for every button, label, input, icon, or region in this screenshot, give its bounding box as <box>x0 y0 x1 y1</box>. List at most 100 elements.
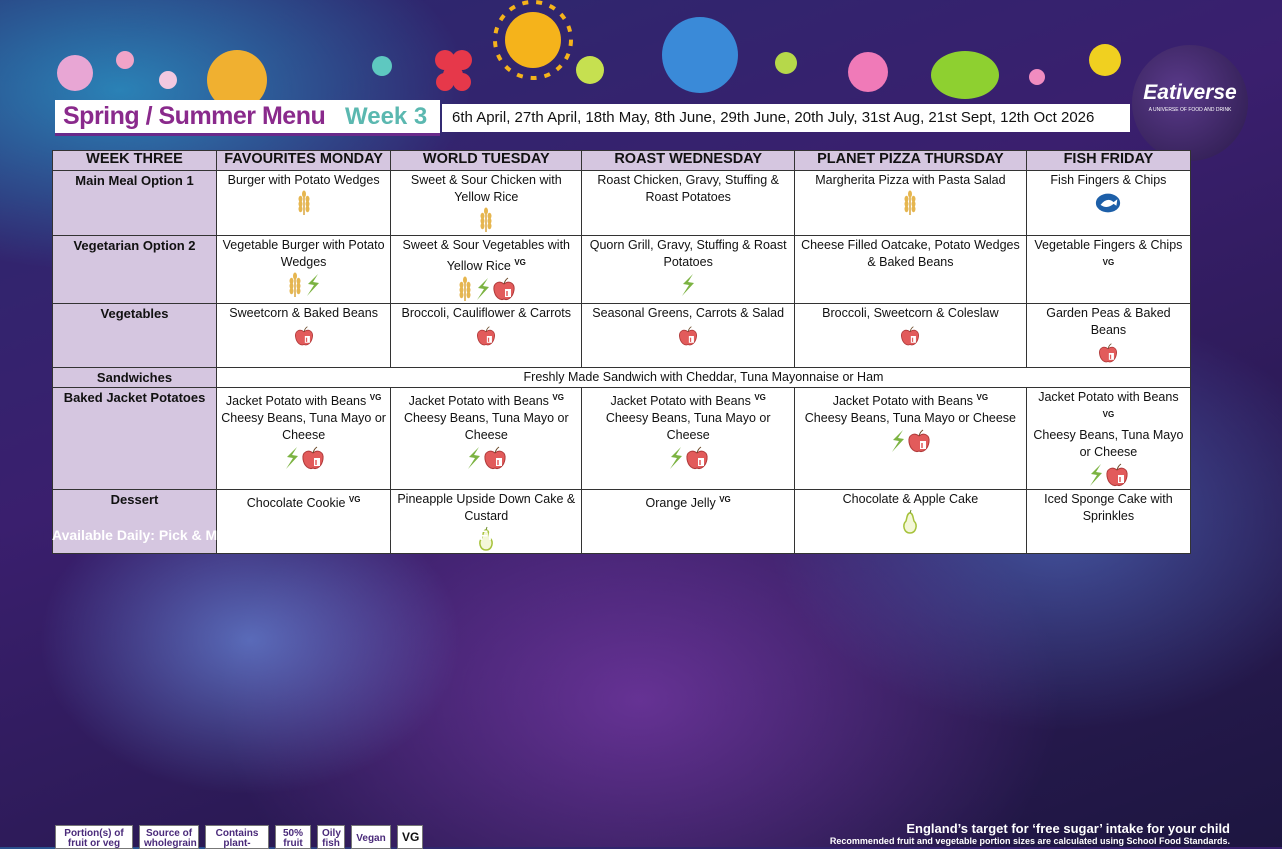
dish: Vegetable Burger with Potato Wedges <box>222 238 385 269</box>
column-header: PLANET PIZZA THURSDAY <box>793 150 1027 171</box>
available-daily: Available Daily: Pick & Mix Selection, S… <box>52 527 581 543</box>
sun <box>493 0 573 80</box>
legend-item: Portion(s) of fruit or veg <box>55 825 133 849</box>
vg-mark: VG <box>369 393 382 403</box>
portion-note: Recommended fruit and vegetable portion … <box>829 836 1230 846</box>
cell: Jacket Potato with Beans VG Cheesy Beans,… <box>215 387 392 491</box>
dish: Orange Jelly <box>645 496 716 511</box>
dish: Garden Peas & Baked Beans <box>1046 306 1171 338</box>
flower <box>372 56 392 76</box>
dish: Broccoli, Cauliflower & Carrots <box>401 306 572 321</box>
dish: Jacket Potato with Beans <box>408 394 549 409</box>
row: Dessert Chocolate Cookie VG Pineapple Up… <box>52 489 1192 555</box>
flower <box>57 55 93 91</box>
fish-icon <box>1094 190 1122 216</box>
fruit-veg-icon <box>899 323 921 349</box>
fruit-veg-icon <box>475 323 497 349</box>
dates: 6th April, 27th April, 18th May, 8th Jun… <box>442 104 1130 132</box>
legend-item: Oily fish <box>317 825 345 849</box>
flower <box>1029 69 1045 85</box>
cell: Broccoli, Cauliflower & Carrots <box>390 303 583 369</box>
dish: Jacket Potato with Beans <box>610 394 751 409</box>
character <box>931 51 999 99</box>
row-label: Sandwiches <box>52 367 217 389</box>
cell: Margherita Pizza with Pasta Salad <box>793 170 1027 236</box>
column-header: FAVOURITES MONDAY <box>215 150 392 171</box>
vg-mark: VG <box>1102 410 1115 420</box>
row: Baked Jacket Potatoes Jacket Potato with… <box>52 387 1192 491</box>
vg-mark: VG <box>348 495 361 505</box>
row-label: Vegetarian Option 2 <box>52 234 217 305</box>
flower <box>435 50 472 91</box>
dish: Freshly Made Sandwich with Cheddar, Tuna… <box>523 370 884 385</box>
fruit-veg-icon <box>905 428 933 454</box>
dish-options: Cheesy Beans, Tuna Mayo or Cheese <box>804 411 1017 426</box>
flower <box>116 51 134 69</box>
fruit-veg-icon <box>490 276 518 302</box>
cell: Jacket Potato with Beans VG Cheesy Beans,… <box>581 387 795 491</box>
flower <box>576 56 604 84</box>
fruit-veg-icon <box>1097 340 1119 366</box>
menu-table: WEEK THREE FAVOURITES MONDAY WORLD TUESD… <box>52 150 1192 555</box>
fruit-veg-icon <box>299 445 327 471</box>
cell: Chocolate Cookie VG <box>215 489 392 555</box>
dish: Sweetcorn & Baked Beans <box>229 306 378 321</box>
row: Vegetarian Option 2 Vegetable Burger wit… <box>52 234 1192 305</box>
sugar-target: England’s target for ‘free sugar’ intake… <box>906 821 1230 836</box>
fruit-veg-icon <box>677 323 699 349</box>
cell: Roast Chicken, Gravy, Stuffing & Roast P… <box>581 170 795 236</box>
logo: Eativerse A UNIVERSE OF FOOD AND DRINK <box>1132 45 1248 161</box>
dish: Cheese Filled Oatcake, Potato Wedges & B… <box>801 238 1020 269</box>
wheat-icon <box>899 190 921 216</box>
fruit-veg-icon <box>1103 462 1131 488</box>
legend-item: Contains plant-based <box>205 825 269 849</box>
title: Spring / Summer Menu <box>63 102 326 130</box>
row-label: Vegetables <box>52 303 217 369</box>
cell: Pineapple Upside Down Cake & Custard <box>390 489 583 555</box>
column-header: FISH FRIDAY <box>1025 150 1192 171</box>
dish: Jacket Potato with Beans <box>225 394 367 409</box>
dish-options: Cheesy Beans, Tuna Mayo or Cheese <box>1033 428 1184 460</box>
flower <box>775 52 797 74</box>
cell: Iced Sponge Cake with Sprinkles <box>1025 489 1192 555</box>
dish: Jacket Potato with Beans <box>832 394 974 409</box>
dish-options: Cheesy Beans, Tuna Mayo or Cheese <box>221 411 386 443</box>
cell: Sweet & Sour Chicken with Yellow Rice <box>390 170 583 236</box>
cell: Burger with Potato Wedges <box>215 170 392 236</box>
fruit-veg-icon <box>683 445 711 471</box>
cell: Cheese Filled Oatcake, Potato Wedges & B… <box>793 234 1027 305</box>
row-label: Baked Jacket Potatoes <box>52 387 217 491</box>
butterfly <box>848 52 888 92</box>
wheat-icon <box>475 207 497 233</box>
dish: Vegetable Fingers & Chips <box>1034 238 1183 252</box>
legend-item: Source of wholegrain <box>139 825 199 849</box>
logo-tagline: A UNIVERSE OF FOOD AND DRINK <box>1148 107 1232 113</box>
row-label: Main Meal Option 1 <box>52 170 217 236</box>
dish: Margherita Pizza with Pasta Salad <box>815 173 1006 187</box>
dish: Quorn Grill, Gravy, Stuffing & Roast Pot… <box>589 238 787 269</box>
cell: Broccoli, Sweetcorn & Coleslaw <box>793 303 1027 369</box>
vg-mark: VG <box>552 393 564 403</box>
dish: Sweet & Sour Vegetables with Yellow Rice <box>402 238 571 274</box>
cell: Vegetable Fingers & Chips VG <box>1025 234 1192 305</box>
column-header: ROAST WEDNESDAY <box>581 150 795 171</box>
row-label: Dessert <box>52 489 217 555</box>
dish: Roast Chicken, Gravy, Stuffing & Roast P… <box>597 173 779 204</box>
cell: Jacket Potato with Beans VG Cheesy Beans,… <box>1025 387 1192 491</box>
vg-mark: VG <box>1102 258 1115 267</box>
title-banner: Spring / Summer Menu Week 3 <box>55 100 440 136</box>
dish: Burger with Potato Wedges <box>227 173 380 187</box>
vg-mark: VG <box>754 393 766 403</box>
vg-mark: VG <box>514 258 526 267</box>
flower <box>159 71 177 89</box>
fruit-veg-icon <box>481 445 509 471</box>
cell: Jacket Potato with Beans VG Cheesy Beans,… <box>793 387 1027 491</box>
dish: Broccoli, Sweetcorn & Coleslaw <box>822 306 999 321</box>
legend-item: VG <box>397 825 423 849</box>
legend-item: Vegan <box>351 825 391 849</box>
row: Vegetables Sweetcorn & Baked Beans Brocc… <box>52 303 1192 369</box>
vg-mark: VG <box>976 393 989 403</box>
column-header: WEEK THREE <box>52 150 217 171</box>
dish: Chocolate & Apple Cake <box>842 492 979 507</box>
